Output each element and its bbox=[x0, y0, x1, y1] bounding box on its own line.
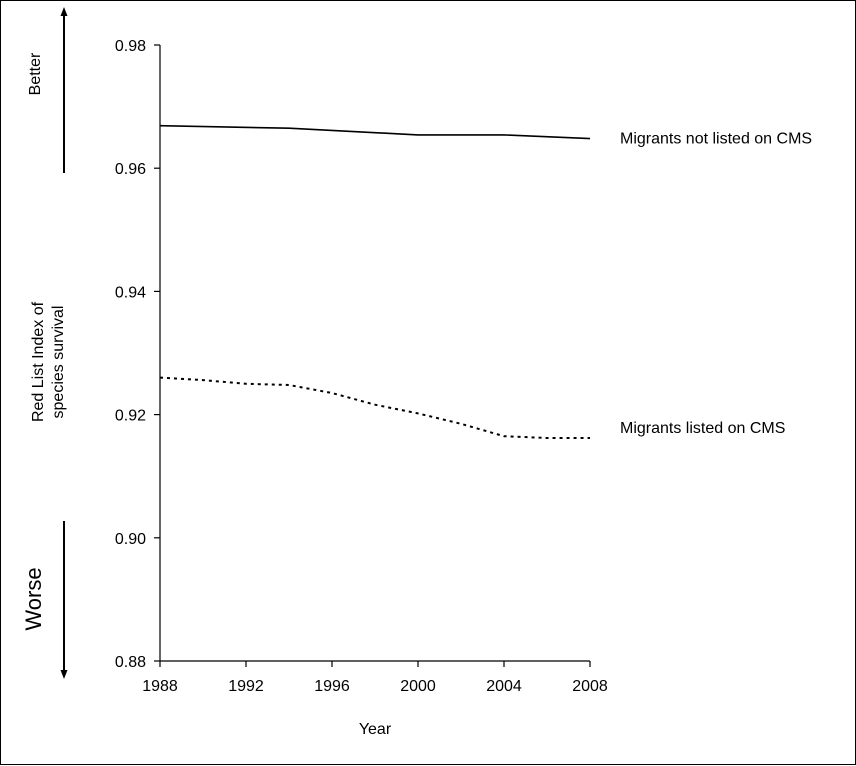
x-tick-label: 1992 bbox=[228, 678, 264, 695]
better-indicator: Better bbox=[27, 7, 68, 173]
series-line-not-listed bbox=[159, 124, 591, 140]
x-tick-label: 1988 bbox=[142, 678, 178, 695]
y-tick-label: 0.88 bbox=[115, 654, 146, 671]
series-layer: Migrants not listed on CMS Migrants liste… bbox=[159, 124, 812, 439]
better-label: Better bbox=[27, 52, 44, 95]
series-label: Migrants not listed on CMS bbox=[620, 131, 812, 148]
worse-arrow-head bbox=[60, 670, 68, 679]
better-arrow-head bbox=[60, 7, 68, 16]
y-tick-label: 0.96 bbox=[115, 161, 146, 178]
y-axis-title-line-1: Red List Index of bbox=[30, 301, 47, 422]
x-tick-label: 2004 bbox=[486, 678, 522, 695]
y-tick-label: 0.94 bbox=[115, 284, 146, 301]
y-tick-label: 0.98 bbox=[115, 38, 146, 55]
series-line-listed bbox=[159, 376, 590, 439]
x-tick-label: 2008 bbox=[572, 678, 608, 695]
x-tick-label: 2000 bbox=[400, 678, 436, 695]
y-ticks: 0.88 0.90 0.92 0.94 0.96 0.98 bbox=[115, 38, 160, 671]
y-axis-title-line-2: species survival bbox=[50, 306, 67, 419]
y-tick-label: 0.92 bbox=[115, 408, 146, 425]
series-label: Migrants listed on CMS bbox=[620, 420, 785, 437]
worse-label: Worse bbox=[21, 567, 46, 630]
y-tick-label: 0.90 bbox=[115, 531, 146, 548]
worse-indicator: Worse bbox=[21, 521, 68, 679]
x-axis-title: Year bbox=[359, 721, 392, 738]
x-tick-label: 1996 bbox=[314, 678, 350, 695]
x-ticks: 1988 1992 1996 2000 2004 2008 bbox=[142, 661, 608, 695]
